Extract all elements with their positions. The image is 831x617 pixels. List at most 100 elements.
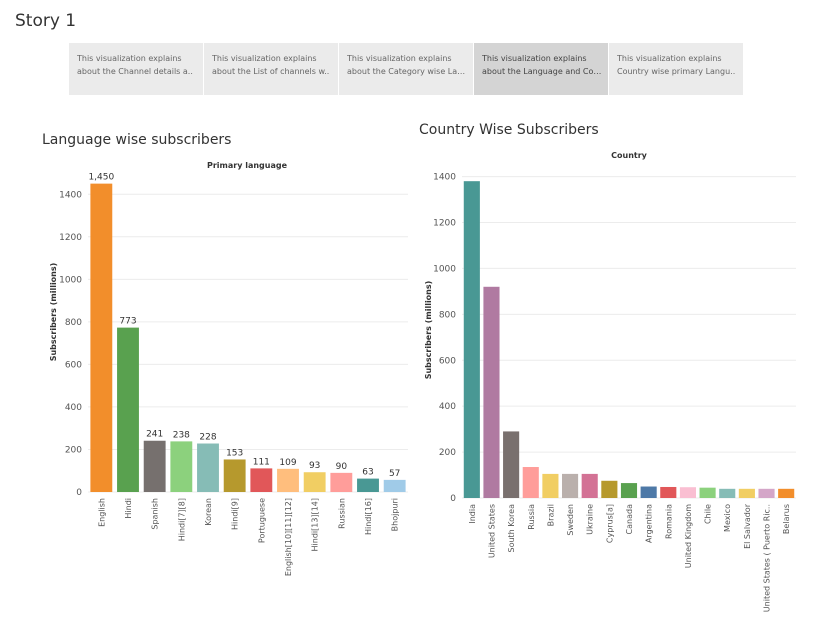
x-tick-label: Hindi[16] xyxy=(364,498,373,535)
bar xyxy=(303,472,326,492)
y-axis-label: Subscribers (millions) xyxy=(424,281,433,380)
data-label: 63 xyxy=(362,468,373,478)
bar xyxy=(660,486,677,498)
x-tick-label: Romania xyxy=(664,504,673,539)
bar xyxy=(620,483,638,498)
x-tick-label: Hindi[9] xyxy=(231,498,240,530)
y-tick-label: 400 xyxy=(439,402,456,412)
bar xyxy=(562,473,579,498)
bar xyxy=(719,488,736,498)
y-tick-label: 1400 xyxy=(59,190,82,200)
bar xyxy=(143,440,166,492)
story-tab-5[interactable]: This visualization explains Country wise … xyxy=(609,43,743,95)
bar xyxy=(170,441,193,492)
x-tick-label: India xyxy=(468,504,477,524)
x-tick-label: Sweden xyxy=(566,504,575,536)
y-tick-label: 1400 xyxy=(433,173,456,183)
data-label: 111 xyxy=(253,457,270,467)
x-tick-label: Mexico xyxy=(723,504,732,532)
data-label: 773 xyxy=(119,317,136,327)
x-tick-label: United States ( Puerto Ric.. xyxy=(763,504,772,612)
data-label: 238 xyxy=(173,430,190,440)
story-tabs: This visualization explains about the Cha… xyxy=(69,43,743,95)
data-label: 57 xyxy=(389,469,400,479)
y-tick-label: 1200 xyxy=(59,233,82,243)
x-tick-label: Spanish xyxy=(151,498,160,530)
x-tick-label: English xyxy=(97,498,106,527)
bar xyxy=(197,443,219,492)
data-label: 153 xyxy=(226,448,243,458)
y-axis-label: Subscribers (millions) xyxy=(49,263,58,362)
bar xyxy=(542,473,559,498)
x-tick-label: Canada xyxy=(625,504,634,535)
bar xyxy=(463,181,480,498)
x-tick-label: Argentina xyxy=(645,504,654,543)
y-tick-label: 0 xyxy=(450,494,456,504)
x-tick-label: Korean xyxy=(204,498,213,526)
y-tick-label: 0 xyxy=(76,488,82,498)
x-tick-label: Portuguese xyxy=(257,498,266,543)
y-tick-label: 400 xyxy=(65,403,82,413)
data-label: 109 xyxy=(279,458,296,468)
bar xyxy=(117,327,139,492)
bar xyxy=(640,486,657,498)
bar xyxy=(483,286,500,498)
bar xyxy=(383,479,406,492)
story-title: Story 1 xyxy=(15,11,77,31)
y-tick-label: 1000 xyxy=(433,264,456,274)
bar xyxy=(330,472,353,492)
chart-subtitle: Primary language xyxy=(207,161,288,170)
y-tick-label: 600 xyxy=(439,356,456,366)
x-tick-label: Chile xyxy=(704,504,713,524)
data-label: 90 xyxy=(336,462,348,472)
x-tick-label: English[10][11][12] xyxy=(284,498,293,576)
language-bar-chart: Primary language Subscribers (millions) 0 2… xyxy=(49,161,408,576)
data-label: 93 xyxy=(309,461,320,471)
y-tick-label: 200 xyxy=(439,448,456,458)
x-tick-label: United States xyxy=(487,504,496,558)
x-tick-label: El Salvador xyxy=(743,503,752,549)
x-tick-label: Hindi[13][14] xyxy=(311,498,320,551)
bar xyxy=(581,473,598,498)
data-label: 241 xyxy=(146,430,163,440)
x-tick-label: Hindi[7][8] xyxy=(177,498,186,541)
chart-subtitle: Country xyxy=(611,151,648,160)
bar xyxy=(277,468,299,492)
bar xyxy=(223,459,246,492)
y-tick-label: 800 xyxy=(439,310,456,320)
bar xyxy=(357,478,379,492)
country-chart-title: Country Wise Subscribers xyxy=(419,122,599,138)
x-tick-label: Belarus xyxy=(782,504,791,534)
x-tick-label: Cyprus[a] xyxy=(605,504,614,543)
bar xyxy=(778,488,795,498)
bar xyxy=(90,183,113,492)
bar xyxy=(758,488,775,498)
y-tick-label: 600 xyxy=(65,360,82,370)
bar xyxy=(250,468,273,492)
data-label: 228 xyxy=(199,433,216,443)
x-tick-label: Russian xyxy=(337,498,346,529)
story-tab-3[interactable]: This visualization explains about the Cat… xyxy=(339,43,473,95)
story-tab-2[interactable]: This visualization explains about the Lis… xyxy=(204,43,338,95)
bar xyxy=(503,431,520,498)
y-tick-label: 200 xyxy=(65,445,82,455)
story-tab-1[interactable]: This visualization explains about the Cha… xyxy=(69,43,203,95)
bar xyxy=(522,467,539,498)
x-tick-label: South Korea xyxy=(507,504,516,553)
language-chart-title: Language wise subscribers xyxy=(42,132,232,148)
y-tick-label: 1000 xyxy=(59,275,82,285)
x-tick-label: Brazil xyxy=(546,504,555,526)
country-bar-chart: Country Subscribers (millions) 0 200 400 600 8… xyxy=(424,151,796,612)
y-tick-label: 1200 xyxy=(433,219,456,229)
data-label: 1,450 xyxy=(88,173,114,183)
bar xyxy=(699,487,716,498)
story-tab-4[interactable]: This visualization explains about the Lan… xyxy=(474,43,608,95)
x-tick-label: Russia xyxy=(527,504,536,530)
x-tick-label: Ukraine xyxy=(586,504,595,535)
y-tick-label: 800 xyxy=(65,318,82,328)
bar xyxy=(601,480,618,498)
bar xyxy=(738,488,755,498)
x-tick-label: Hindi xyxy=(124,498,133,519)
x-tick-label: Bhojpuri xyxy=(391,498,400,531)
